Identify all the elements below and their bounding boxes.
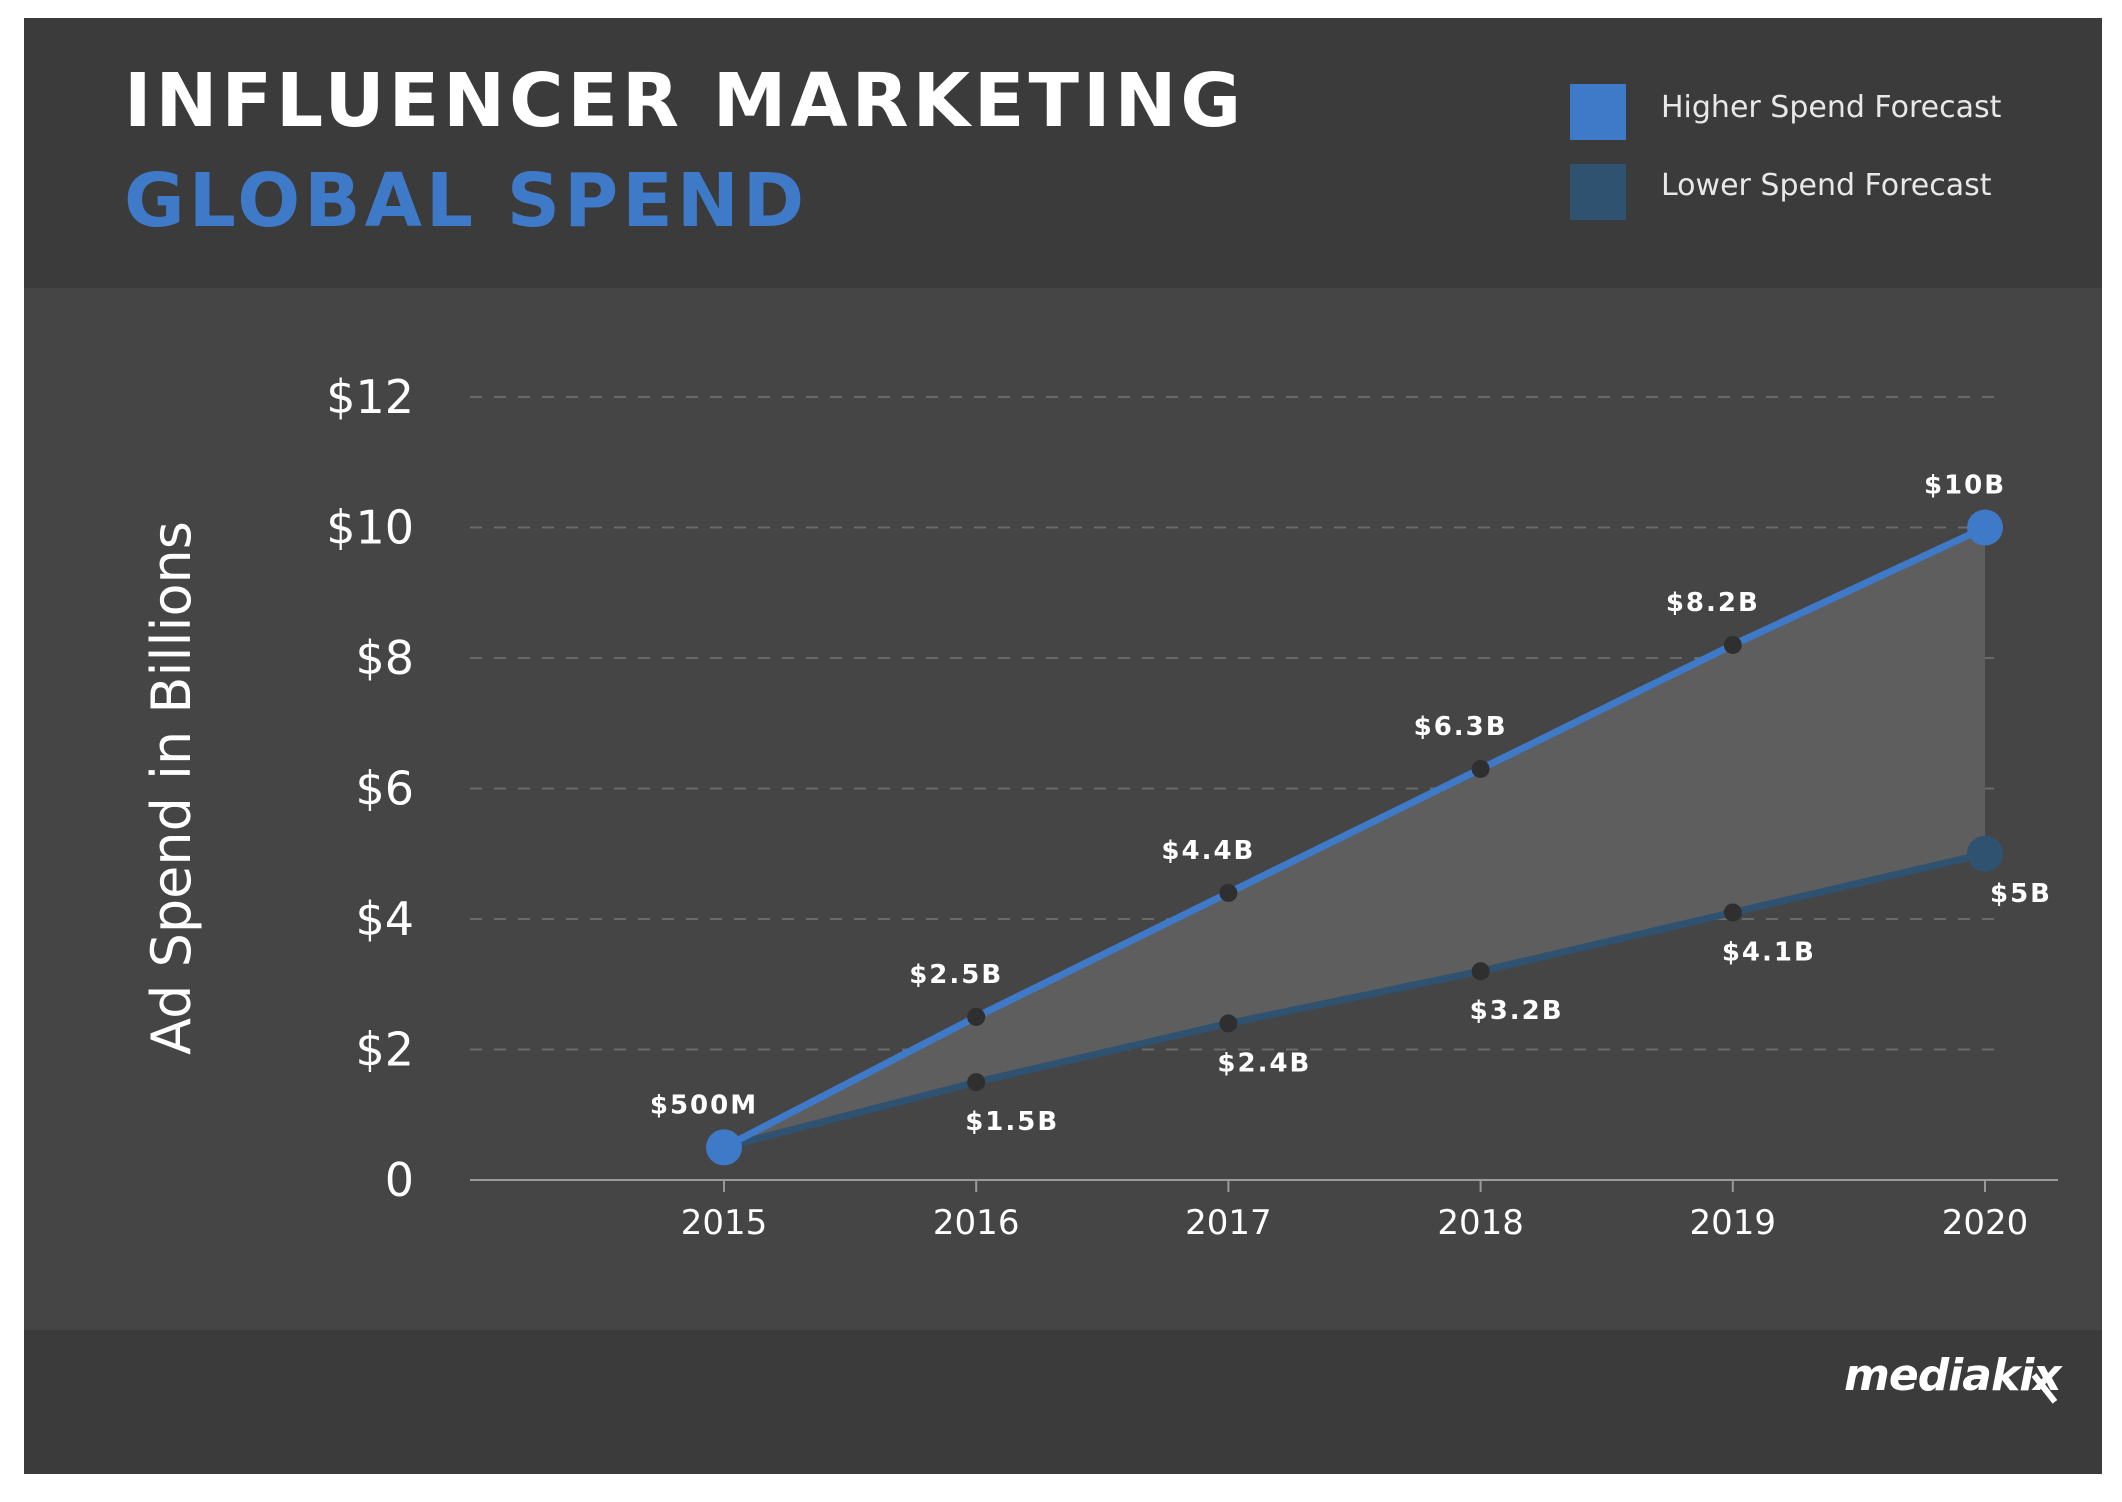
marker-higher (1723, 635, 1742, 654)
marker-higher (967, 1007, 986, 1026)
legend-swatch-higher (1570, 84, 1626, 140)
marker-lower-end (1967, 835, 2003, 872)
marker-lower (1471, 962, 1490, 981)
marker-lower (1219, 1014, 1238, 1033)
y-axis-title: Ad Spend in Billions (140, 521, 203, 1055)
data-label-lower: $2.4B (1217, 1048, 1311, 1078)
data-label-lower: $5B (1990, 879, 2052, 909)
data-label-lower: $4.1B (1722, 937, 1816, 967)
x-tick-label: 2020 (1942, 1203, 2029, 1243)
x-tick-label: 2019 (1690, 1203, 1777, 1243)
marker-higher-end (706, 1129, 742, 1166)
legend-label-lower: Lower Spend Forecast (1661, 168, 1992, 203)
forecast-range-band (724, 527, 1985, 1148)
y-tick-label: 0 (385, 1153, 414, 1207)
header-band: INFLUENCER MARKETING GLOBAL SPEND Higher… (24, 18, 2102, 288)
marker-higher-end (1967, 509, 2003, 546)
marker-higher (1471, 759, 1490, 778)
series-line-lower (723, 850, 1986, 1151)
data-label-lower: $3.2B (1470, 996, 1564, 1026)
data-label-higher: $8.2B (1666, 588, 1760, 618)
marker-lower (967, 1073, 986, 1092)
y-tick-label: $8 (355, 631, 414, 685)
data-label-higher: $2.5B (909, 960, 1003, 990)
y-tick-label: $6 (355, 762, 414, 816)
marker-lower (1723, 903, 1742, 922)
data-label-higher: $10B (1924, 471, 2006, 501)
y-tick-label: $4 (355, 892, 414, 946)
marker-higher (1219, 883, 1238, 902)
data-label-lower: $1.5B (965, 1107, 1059, 1137)
data-label-higher: $500M (650, 1090, 758, 1120)
y-tick-label: $10 (326, 501, 414, 555)
y-tick-label: $2 (355, 1023, 414, 1077)
x-tick-label: 2015 (681, 1203, 768, 1243)
data-label-higher: $4.4B (1161, 836, 1255, 866)
legend-swatch-lower (1570, 164, 1626, 220)
mediakix-logo: mediakix (1844, 1350, 2062, 1401)
footer-band (24, 1330, 2102, 1474)
data-label-higher: $6.3B (1414, 712, 1508, 742)
title-line-1: INFLUENCER MARKETING (124, 58, 1246, 144)
x-tick-label: 2017 (1185, 1203, 1272, 1243)
legend-label-higher: Higher Spend Forecast (1661, 90, 2002, 125)
y-tick-label: $12 (326, 370, 414, 424)
series-line-higher (722, 524, 1987, 1151)
x-tick-label: 2018 (1437, 1203, 1524, 1243)
x-tick-label: 2016 (933, 1203, 1020, 1243)
title-line-2: GLOBAL SPEND (124, 158, 809, 244)
